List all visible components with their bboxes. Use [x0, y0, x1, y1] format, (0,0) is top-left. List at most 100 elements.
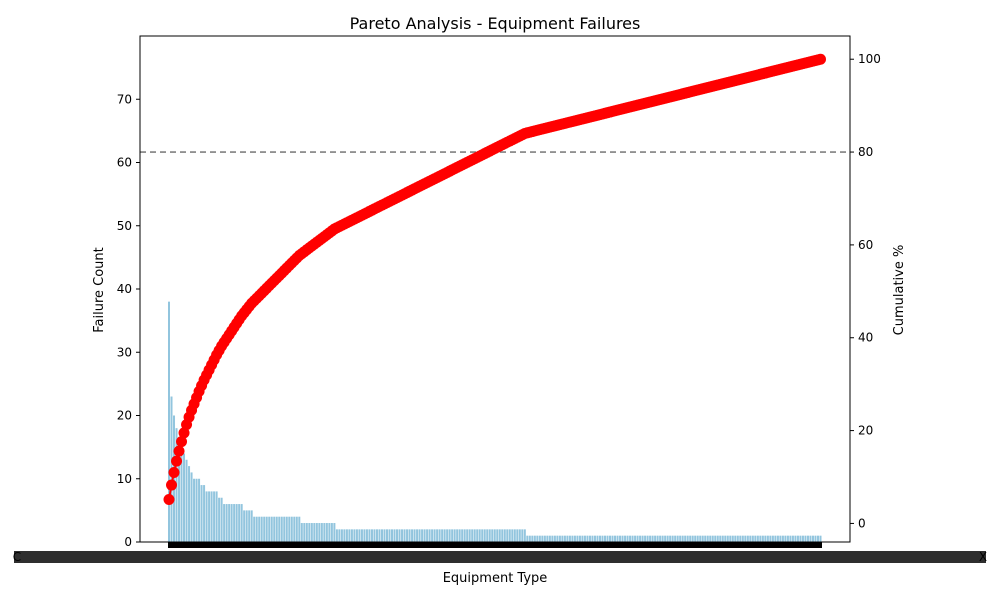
bar	[761, 535, 764, 542]
bar	[593, 535, 596, 542]
bar	[426, 529, 429, 542]
bar	[468, 529, 471, 542]
bar	[408, 529, 411, 542]
bar	[764, 535, 767, 542]
bar	[814, 535, 817, 542]
bar	[714, 535, 717, 542]
bar	[320, 523, 323, 542]
y-left-tick-label: 10	[117, 472, 132, 486]
bar	[273, 516, 276, 542]
bar	[749, 535, 752, 542]
bar	[441, 529, 444, 542]
bar	[403, 529, 406, 542]
cumulative-point	[815, 53, 826, 65]
y-left-tick-label: 50	[117, 219, 132, 233]
bar	[243, 510, 246, 543]
bar	[736, 535, 739, 542]
bar	[473, 529, 476, 542]
x-axis-label: Equipment Type	[443, 571, 548, 586]
bar	[799, 535, 802, 542]
y-axis-right-label: Cumulative %	[892, 245, 907, 336]
bar	[193, 478, 196, 542]
bar	[380, 529, 383, 542]
bar	[208, 491, 211, 542]
bar	[614, 535, 617, 542]
bar	[606, 535, 609, 542]
cumulative-point	[168, 466, 180, 478]
bar	[523, 529, 526, 542]
bar	[619, 535, 622, 542]
bar	[676, 535, 679, 542]
bar	[481, 529, 484, 542]
bar	[285, 516, 288, 542]
bar	[350, 529, 353, 542]
bar	[516, 529, 519, 542]
bar	[498, 529, 501, 542]
bar	[669, 535, 672, 542]
bar	[508, 529, 511, 542]
bar	[651, 535, 654, 542]
bar	[378, 529, 381, 542]
bar	[483, 529, 486, 542]
bar	[776, 535, 779, 542]
bar	[230, 504, 233, 542]
bar	[348, 529, 351, 542]
bar	[541, 535, 544, 542]
bar	[406, 529, 409, 542]
bar	[183, 453, 186, 542]
bar	[571, 535, 574, 542]
bar	[506, 529, 509, 542]
bar	[220, 497, 223, 542]
bar	[538, 535, 541, 542]
bar	[310, 523, 313, 542]
bar	[353, 529, 356, 542]
y-axis-left-label: Failure Count	[92, 247, 107, 333]
x-tick-first-label: C	[13, 550, 21, 564]
bar	[401, 529, 404, 542]
bar	[629, 535, 632, 542]
bar	[731, 535, 734, 542]
bar	[225, 504, 228, 542]
bar	[365, 529, 368, 542]
bar	[446, 529, 449, 542]
bar	[185, 459, 188, 542]
bar	[596, 535, 599, 542]
bar	[443, 529, 446, 542]
bar	[280, 516, 283, 542]
bar	[706, 535, 709, 542]
bar	[699, 535, 702, 542]
bar	[223, 504, 226, 542]
bar	[576, 535, 579, 542]
bar	[563, 535, 566, 542]
bar	[418, 529, 421, 542]
bar	[696, 535, 699, 542]
bar	[471, 529, 474, 542]
bar	[386, 529, 388, 542]
bar	[233, 504, 236, 542]
bar	[476, 529, 479, 542]
cumulative-point	[171, 455, 183, 467]
bar	[513, 529, 516, 542]
bar	[396, 529, 399, 542]
bar	[293, 516, 296, 542]
bar	[654, 535, 657, 542]
bar	[786, 535, 789, 542]
bar	[215, 491, 218, 542]
bar	[561, 535, 564, 542]
bar	[639, 535, 642, 542]
bar	[548, 535, 551, 542]
bar	[245, 510, 248, 543]
y-right-tick-label: 20	[858, 424, 873, 438]
bar	[278, 516, 281, 542]
bar	[781, 535, 784, 542]
cumulative-point	[176, 436, 188, 448]
bar	[248, 510, 251, 543]
x-tick-label-band	[14, 551, 986, 563]
bar	[210, 491, 213, 542]
bar	[716, 535, 719, 542]
bar	[794, 535, 797, 542]
bar	[659, 535, 662, 542]
bar	[624, 535, 627, 542]
bar	[318, 523, 321, 542]
